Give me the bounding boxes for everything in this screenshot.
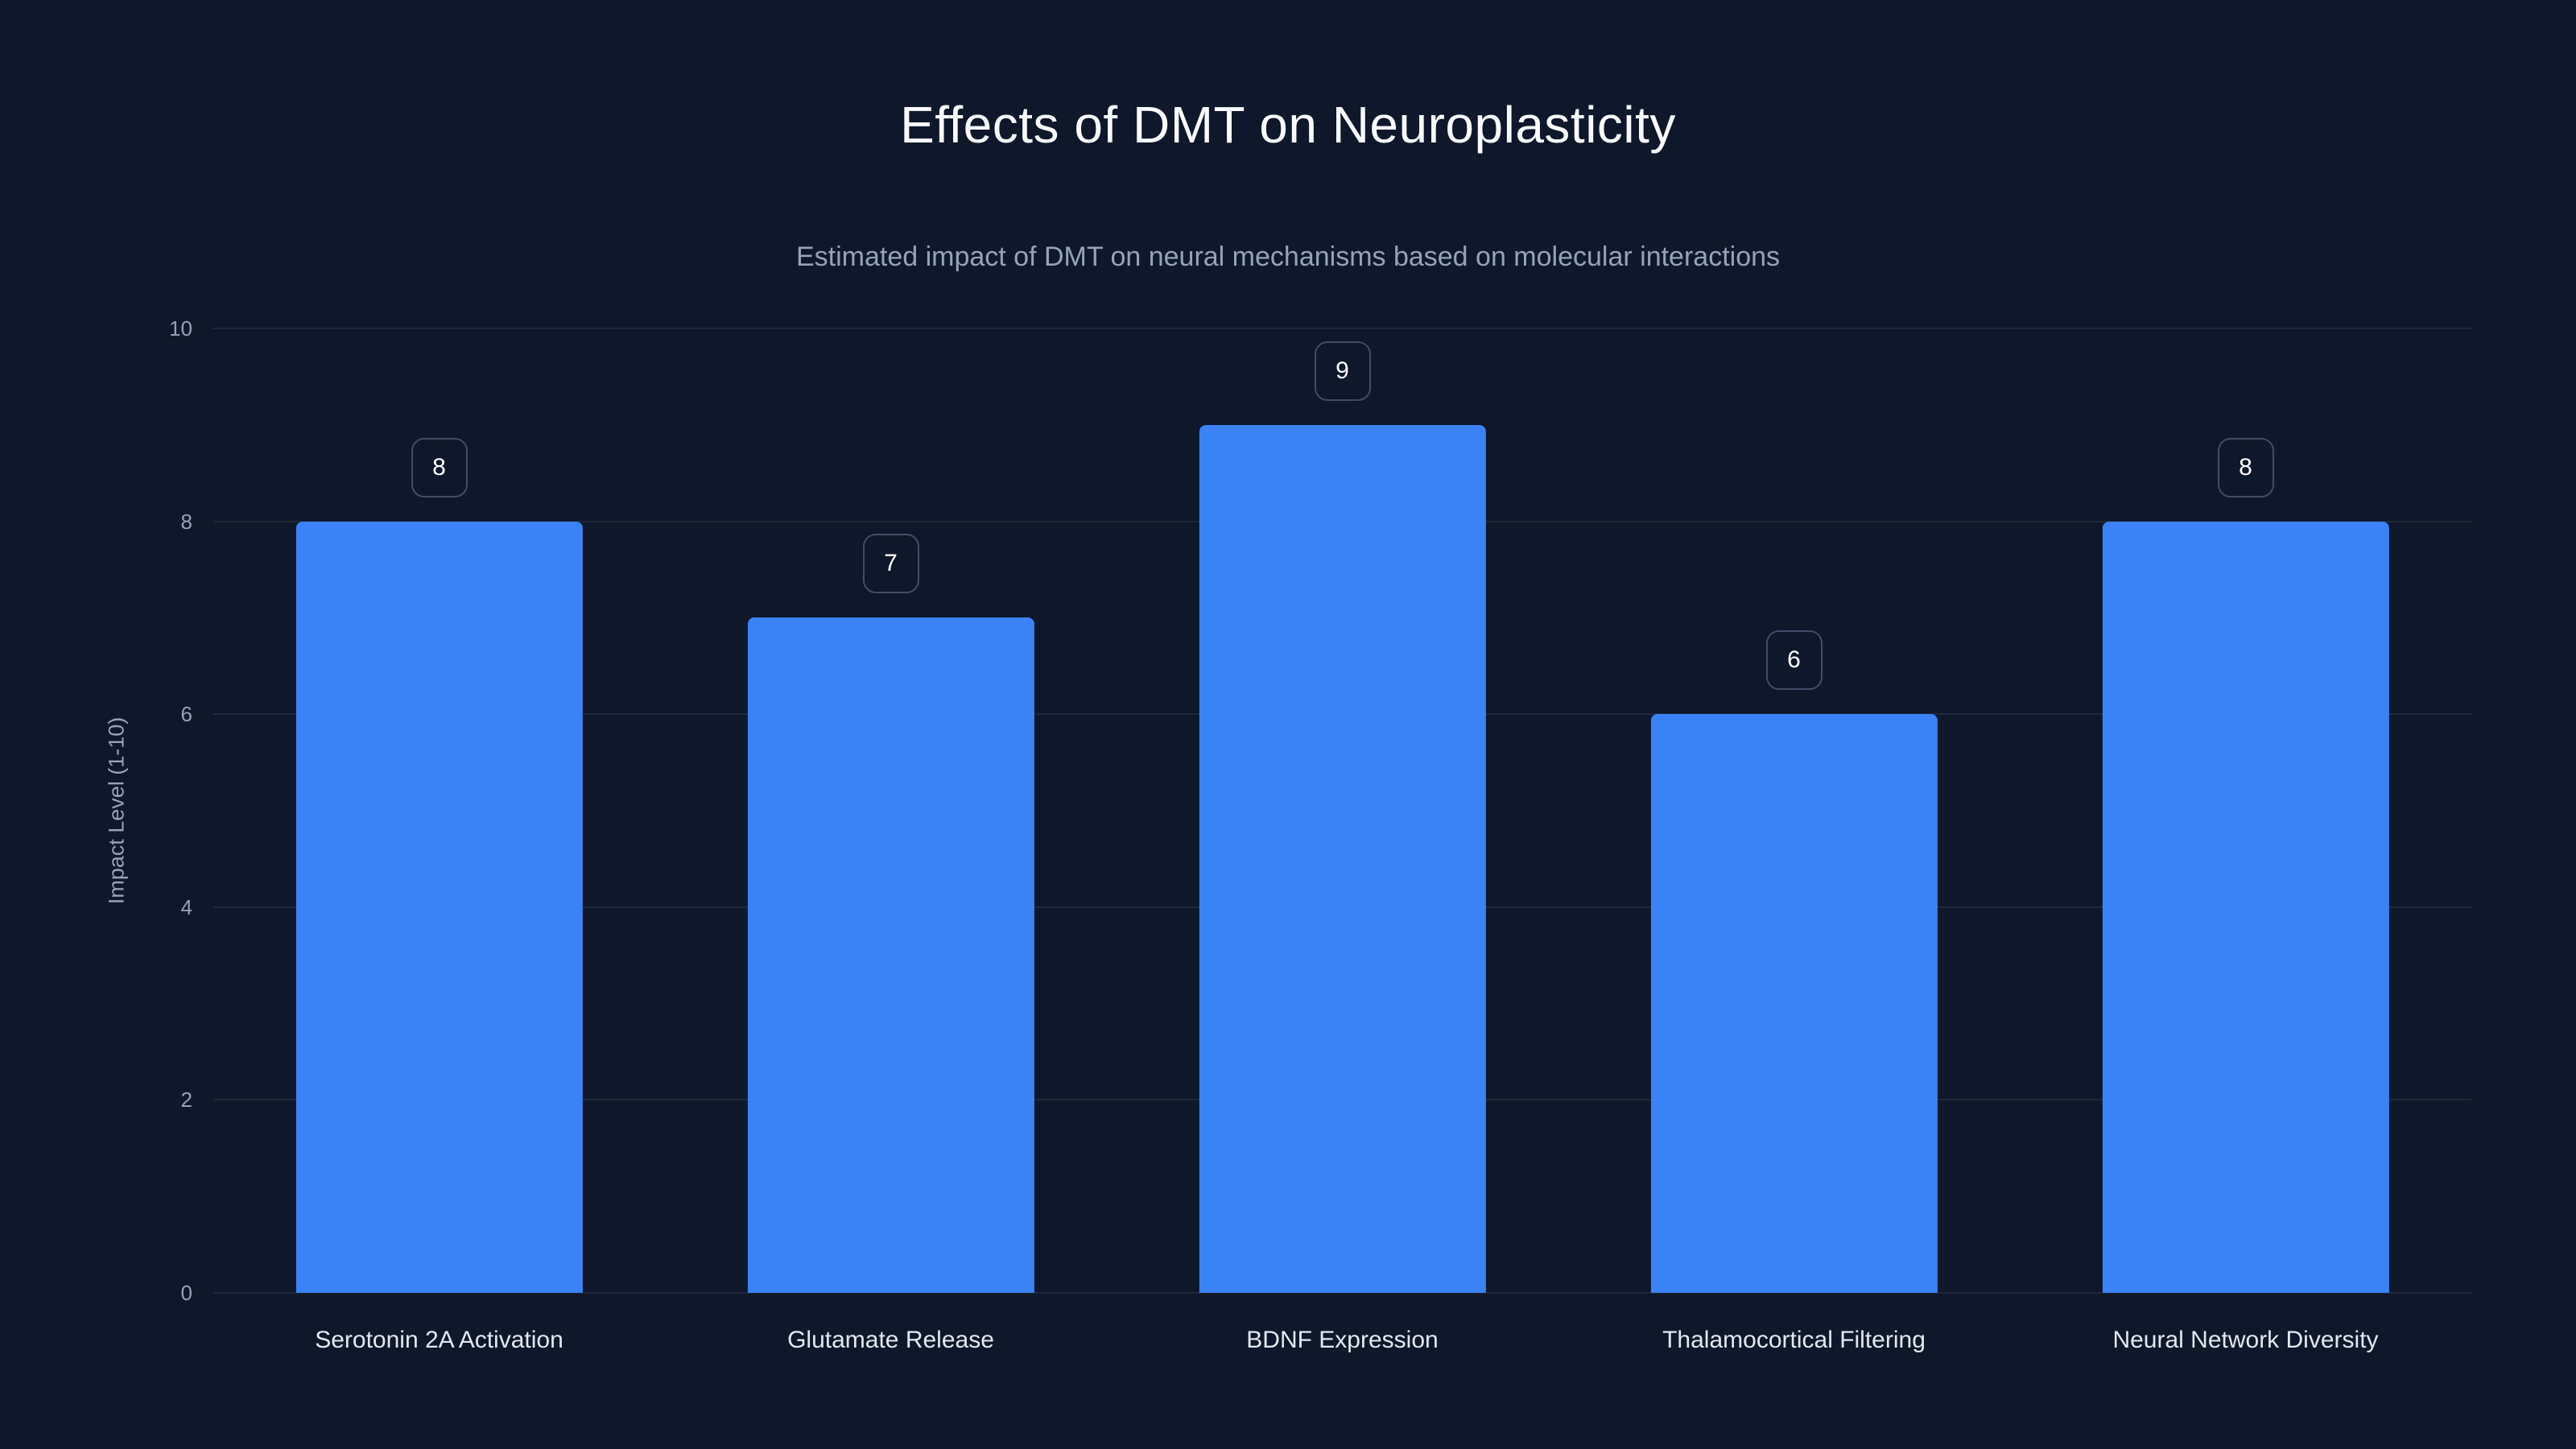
y-tick-label: 2 <box>180 1088 192 1113</box>
plot-area: 0 2 4 6 8 10 8 Serotonin 2A Activation 7 Glutamat… <box>169 318 2471 1353</box>
bar-glutamate-release <box>747 617 1034 1293</box>
value-badge-glutamate-release: 7 <box>862 534 919 594</box>
bar-slot-serotonin-2a-activation: 8 Serotonin 2A Activation <box>213 328 665 1353</box>
y-axis-title: Impact Level (1-10) <box>104 716 129 905</box>
y-tick-label: 10 <box>169 316 192 341</box>
value-badge-serotonin-2a-activation: 8 <box>411 437 468 497</box>
y-tick-label: 6 <box>180 702 192 727</box>
bar-slot-thalamocortical-filtering: 6 Thalamocortical Filtering <box>1568 328 2020 1353</box>
category-label-thalamocortical-filtering: Thalamocortical Filtering <box>1662 1327 1926 1353</box>
bar-slot-glutamate-release: 7 Glutamate Release <box>665 328 1117 1353</box>
category-label-glutamate-release: Glutamate Release <box>787 1327 994 1353</box>
value-badge-thalamocortical-filtering: 6 <box>1765 630 1823 691</box>
bar-series: 8 Serotonin 2A Activation 7 Glutamate Relea… <box>213 328 2471 1353</box>
y-tick-label: 4 <box>180 894 192 919</box>
bar-neural-network-diversity <box>2102 521 2389 1293</box>
value-badge-bdnf-expression: 9 <box>1314 341 1371 401</box>
gridline <box>213 1292 2471 1294</box>
chart-subtitle: Estimated impact of DMT on neural mechan… <box>795 242 1781 272</box>
bar-bdnf-expression <box>1199 424 1486 1293</box>
gridline <box>213 328 2471 329</box>
category-label-bdnf-expression: BDNF Expression <box>1246 1327 1439 1353</box>
bar-slot-neural-network-diversity: 8 Neural Network Diversity <box>2020 328 2471 1353</box>
category-label-serotonin-2a-activation: Serotonin 2A Activation <box>315 1327 564 1353</box>
category-label-neural-network-diversity: Neural Network Diversity <box>2112 1327 2379 1353</box>
y-tick-label: 0 <box>180 1281 192 1305</box>
value-badge-neural-network-diversity: 8 <box>2217 437 2274 497</box>
y-tick-label: 8 <box>180 509 192 534</box>
bar-serotonin-2a-activation <box>295 521 583 1293</box>
bar-thalamocortical-filtering <box>1650 714 1938 1293</box>
chart-title: Effects of DMT on Neuroplasticity <box>900 96 1676 154</box>
bar-slot-bdnf-expression: 9 BDNF Expression <box>1117 328 1568 1353</box>
